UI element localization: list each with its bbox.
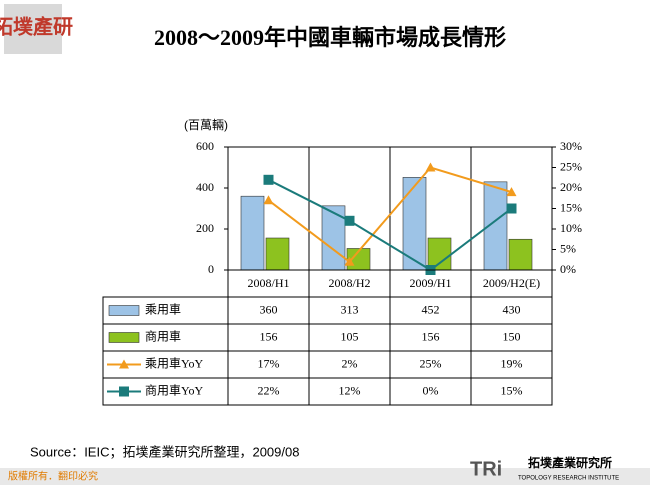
line-marker: [425, 162, 436, 172]
company: 拓墣產業研究所: [528, 455, 612, 470]
table-value: 25%: [420, 356, 442, 370]
company-en: TOPOLOGY RESEARCH INSTITUTE: [518, 476, 619, 482]
line-marker: [263, 195, 274, 205]
line-marker: [263, 174, 274, 185]
legend-label: 商用車YoY: [145, 382, 203, 397]
table-value: 360: [260, 302, 278, 316]
legend-label: 商用車: [145, 328, 181, 343]
y-axis-label: (百萬輛): [184, 118, 228, 132]
table-value: 15%: [501, 383, 523, 397]
footer-bar: [0, 468, 650, 485]
y-tick-label: 600: [196, 139, 214, 153]
table-value: 105: [341, 329, 359, 343]
line: [268, 178, 513, 272]
table-value: 430: [503, 302, 521, 316]
table-value: 0%: [423, 383, 439, 397]
x-tick-label: 2009/H1: [410, 276, 452, 290]
footer-logo: TRi: [470, 458, 502, 480]
y-tick-label: 200: [196, 221, 214, 235]
brand-logo-bg: [4, 4, 62, 54]
y-tick-label: 400: [196, 180, 214, 194]
line: [267, 166, 512, 264]
source: Source：IEIC；拓墣產業研究所整理，2009/08: [30, 444, 299, 460]
bar: [321, 205, 346, 271]
legend-marker: [119, 359, 129, 369]
legend-marker: [119, 386, 129, 397]
table-value: 156: [422, 329, 440, 343]
y2-tick-label: 20%: [560, 180, 582, 194]
table-row: [102, 377, 553, 406]
chart-title: 2008～2009年中國車輛市場成長情形: [154, 25, 506, 50]
y-tick-label: 0: [208, 262, 214, 276]
bar: [508, 238, 533, 271]
legend-swatch: [108, 305, 140, 316]
x-tick-label: 2008/H1: [248, 276, 290, 290]
table-value: 156: [260, 329, 278, 343]
table-value: 452: [422, 302, 440, 316]
table-value: 17%: [258, 356, 280, 370]
table-value: 12%: [339, 383, 361, 397]
bar: [265, 237, 290, 271]
y2-tick-label: 25%: [560, 159, 582, 173]
table-value: 313: [341, 302, 359, 316]
line-marker: [506, 187, 517, 197]
y2-tick-label: 0%: [560, 262, 576, 276]
line-marker: [344, 215, 355, 226]
table-value: 22%: [258, 383, 280, 397]
table-value: 2%: [342, 356, 358, 370]
table-value: 150: [503, 329, 521, 343]
line-marker: [506, 203, 517, 214]
y2-tick-label: 5%: [560, 241, 576, 255]
bar: [240, 195, 265, 271]
x-tick-label: 2009/H2(E): [483, 276, 540, 290]
brand-logo: 拓墣產研: [0, 15, 73, 39]
y2-tick-label: 15%: [560, 200, 582, 214]
legend-label: 乘用車: [145, 302, 181, 316]
line-marker: [344, 256, 355, 266]
y2-tick-label: 10%: [560, 221, 582, 235]
x-tick-label: 2008/H2: [329, 276, 371, 290]
legend-label: 乘用車YoY: [145, 356, 203, 370]
legend-swatch: [108, 332, 140, 343]
copyright: 版權所有．翻印必究: [8, 470, 98, 483]
y2-tick-label: 30%: [560, 139, 582, 153]
table-value: 19%: [501, 356, 523, 370]
